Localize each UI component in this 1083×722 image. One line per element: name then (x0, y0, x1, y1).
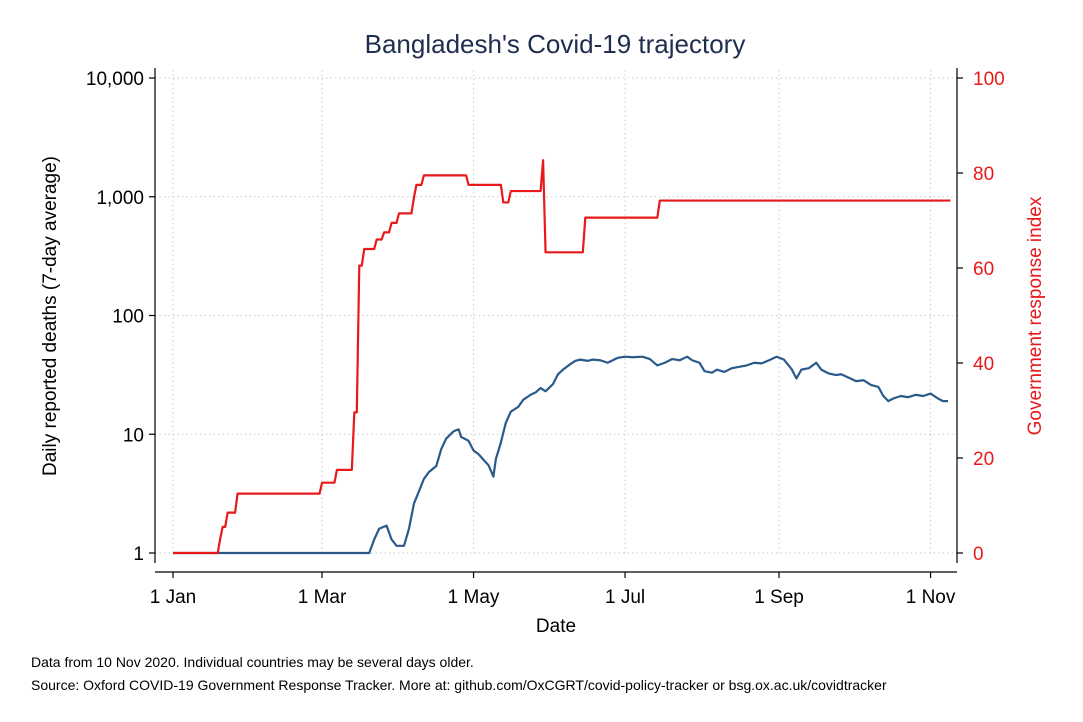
y-tick-label: 10,000 (86, 69, 144, 90)
y2-axis-label: Government response index (1025, 196, 1046, 435)
axes (149, 68, 963, 578)
y2-tick-label: 80 (973, 164, 994, 185)
response-index-series-line (173, 159, 951, 555)
data-date-note: Data from 10 Nov 2020. Individual countr… (31, 654, 474, 670)
y2-tick-label: 20 (973, 449, 994, 470)
y-tick-label: 10 (123, 425, 144, 446)
series (173, 159, 951, 555)
x-tick-label: 1 Sep (754, 587, 804, 608)
x-tick-label: 1 Mar (298, 587, 347, 608)
y-tick-label: 1 (133, 544, 144, 565)
deaths-series-line (173, 355, 948, 555)
y-axis-label: Daily reported deaths (7-day average) (40, 156, 61, 476)
y2-tick-label: 60 (973, 259, 994, 280)
y2-tick-label: 40 (973, 354, 994, 375)
source-note: Source: Oxford COVID-19 Government Respo… (31, 677, 887, 693)
tick-labels: 1 10 100 1,000 10,000 0 20 40 60 80 100 1 Jan 1 Mar 1… (86, 69, 1005, 608)
x-tick-label: 1 May (448, 587, 500, 608)
x-tick-label: 1 Nov (906, 587, 956, 608)
chart-title: Bangladesh's Covid-19 trajectory (365, 29, 746, 59)
y-tick-label: 1,000 (96, 188, 144, 209)
x-axis-label: Date (536, 616, 576, 637)
x-tick-label: 1 Jan (150, 587, 196, 608)
grid (155, 70, 957, 554)
x-tick-label: 1 Jul (605, 587, 645, 608)
y-tick-label: 100 (112, 307, 144, 328)
y2-tick-label: 0 (973, 544, 984, 565)
y2-tick-label: 100 (973, 69, 1005, 90)
